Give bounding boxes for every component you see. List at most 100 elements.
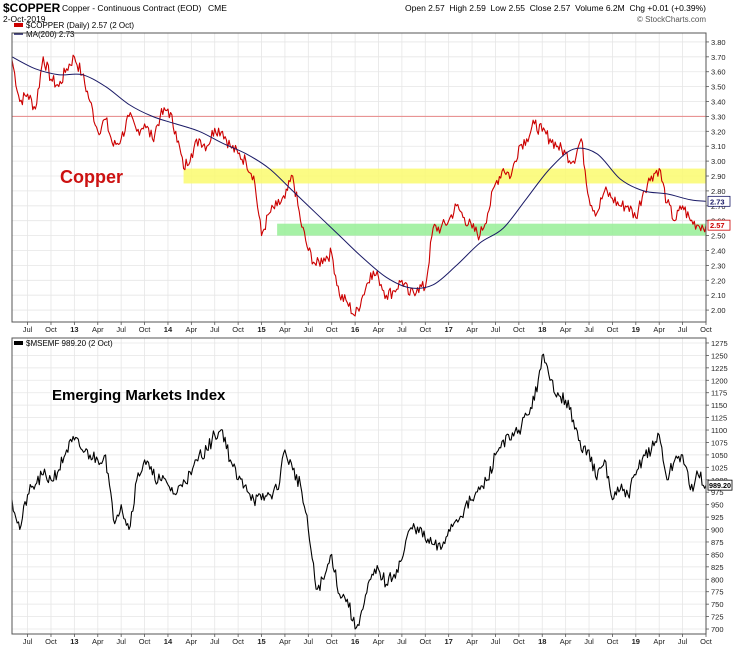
x-tick-label: 15	[257, 325, 265, 334]
y-tick-label: 3.50	[711, 83, 726, 92]
ma-legend-label: MA(200) 2.73	[26, 30, 75, 39]
x-tick-label: Apr	[279, 637, 291, 646]
em-panel-frame	[11, 337, 707, 635]
y-tick-label: 2.50	[711, 232, 726, 241]
last-value-label: 2.73	[710, 197, 725, 206]
y-tick-label: 925	[711, 513, 724, 522]
x-tick-label: Oct	[45, 637, 58, 646]
em-last-value-box	[707, 479, 733, 491]
x-tick-label: Apr	[92, 325, 104, 334]
y-tick-label: 1225	[711, 364, 728, 373]
x-tick-label: Jul	[23, 325, 33, 334]
y-tick-label: 1200	[711, 376, 728, 385]
copper-x-axis: Jul Oct 13 Apr Jul Oct 14 Apr Jul Oct 15 Apr Jul Oct 1…	[23, 322, 713, 334]
copper-panel: 3.80 3.70 3.60 3.50 3.40 3.30 3.20 3.10 3.00 2.90…	[11, 21, 731, 334]
x-tick-label: Jul	[210, 637, 220, 646]
last-value-box	[707, 219, 731, 231]
copper-price-line	[11, 54, 707, 317]
x-tick-label: Jul	[397, 325, 407, 334]
y-tick-label: 1150	[711, 401, 727, 410]
x-tick-label: Oct	[607, 637, 620, 646]
stockcharts-watermark: © StockCharts.com	[637, 15, 706, 24]
y-tick-label: 1250	[711, 351, 728, 360]
x-tick-label: Apr	[92, 637, 104, 646]
x-tick-label: Apr	[466, 637, 478, 646]
x-tick-label: 15	[257, 637, 265, 646]
x-tick-label: 17	[445, 637, 453, 646]
y-tick-label: 3.20	[711, 127, 726, 136]
emerging-markets-panel: 1275 1250 1225 1200 1175 1150 1125 1100 1075 1050…	[11, 337, 733, 646]
em-legend: $MSEMF 989.20 (2 Oct)	[14, 339, 113, 348]
y-tick-label: 1025	[711, 463, 728, 472]
x-tick-label: Jul	[584, 637, 594, 646]
x-tick-label: 19	[632, 637, 640, 646]
y-tick-label: 1050	[711, 451, 728, 460]
x-tick-label: Jul	[304, 637, 314, 646]
x-tick-label: Jul	[210, 325, 220, 334]
em-last-value-label: 989.20	[709, 481, 731, 490]
x-tick-label: Jul	[304, 325, 314, 334]
x-tick-label: 16	[351, 637, 359, 646]
y-tick-label: 850	[711, 550, 724, 559]
y-tick-label: 1175	[711, 389, 727, 398]
y-tick-label: 725	[711, 613, 724, 622]
x-tick-label: Apr	[653, 325, 665, 334]
x-tick-label: 13	[70, 637, 78, 646]
x-tick-label: Oct	[45, 325, 58, 334]
last-value-label: 2.57	[710, 221, 725, 230]
x-tick-label: 14	[164, 325, 173, 334]
y-tick-label: 3.40	[711, 98, 726, 107]
y-tick-label: 1275	[711, 339, 728, 348]
chart-date: 2-Oct-2019	[3, 14, 46, 24]
x-tick-label: Oct	[326, 637, 339, 646]
y-tick-label: 750	[711, 600, 724, 609]
y-tick-label: 825	[711, 563, 724, 572]
y-tick-label: 700	[711, 625, 724, 634]
x-tick-label: Oct	[700, 325, 713, 334]
em-series	[11, 353, 707, 630]
x-tick-label: Oct	[232, 637, 245, 646]
em-y-axis: 1275 1250 1225 1200 1175 1150 1125 1100 1075 1050…	[706, 339, 733, 634]
quote-line: Open 2.57 High 2.59 Low 2.55 Close 2.57 …	[405, 3, 706, 13]
x-tick-label: Apr	[186, 325, 198, 334]
copper-legend: $COPPER (Daily) 2.57 (2 Oct)MA(200) 2.73	[14, 21, 134, 39]
x-tick-label: Jul	[491, 325, 501, 334]
x-tick-label: 17	[445, 325, 453, 334]
y-tick-label: 3.10	[711, 142, 726, 151]
last-value-box	[707, 195, 731, 207]
x-tick-label: Jul	[23, 637, 33, 646]
x-tick-label: Jul	[397, 637, 407, 646]
copper-y-axis: 3.80 3.70 3.60 3.50 3.40 3.30 3.20 3.10 3.00 2.90…	[706, 38, 731, 315]
x-tick-label: Jul	[116, 325, 126, 334]
x-tick-label: Apr	[560, 637, 572, 646]
copper-legend-swatch	[14, 23, 23, 27]
x-tick-label: Apr	[186, 637, 198, 646]
x-tick-label: Apr	[653, 637, 665, 646]
y-tick-label: 3.60	[711, 68, 726, 77]
copper-legend-label: $COPPER (Daily) 2.57 (2 Oct)	[26, 21, 134, 30]
yellow-band	[183, 168, 707, 184]
x-tick-label: Oct	[326, 325, 339, 334]
x-tick-label: Oct	[700, 637, 713, 646]
x-tick-label: 13	[70, 325, 78, 334]
y-tick-label: 2.40	[711, 246, 726, 255]
x-tick-label: Oct	[139, 325, 152, 334]
em-legend-label: $MSEMF 989.20 (2 Oct)	[26, 339, 113, 348]
y-tick-label: 2.90	[711, 172, 726, 181]
x-tick-label: Jul	[491, 637, 501, 646]
x-tick-label: Apr	[279, 325, 291, 334]
x-tick-label: Apr	[560, 325, 572, 334]
y-tick-label: 975	[711, 488, 724, 497]
y-tick-label: 3.30	[711, 112, 726, 121]
y-tick-label: 2.00	[711, 306, 726, 315]
x-tick-label: Oct	[419, 325, 432, 334]
symbol-description: Copper - Continuous Contract (EOD)	[62, 3, 202, 13]
y-tick-label: 775	[711, 588, 724, 597]
x-tick-label: 19	[632, 325, 640, 334]
y-tick-label: 3.00	[711, 157, 726, 166]
em-gridlines	[12, 338, 707, 634]
y-tick-label: 1075	[711, 438, 728, 447]
y-tick-label: 2.80	[711, 187, 726, 196]
y-tick-label: 3.70	[711, 53, 726, 62]
x-tick-label: Oct	[513, 637, 526, 646]
